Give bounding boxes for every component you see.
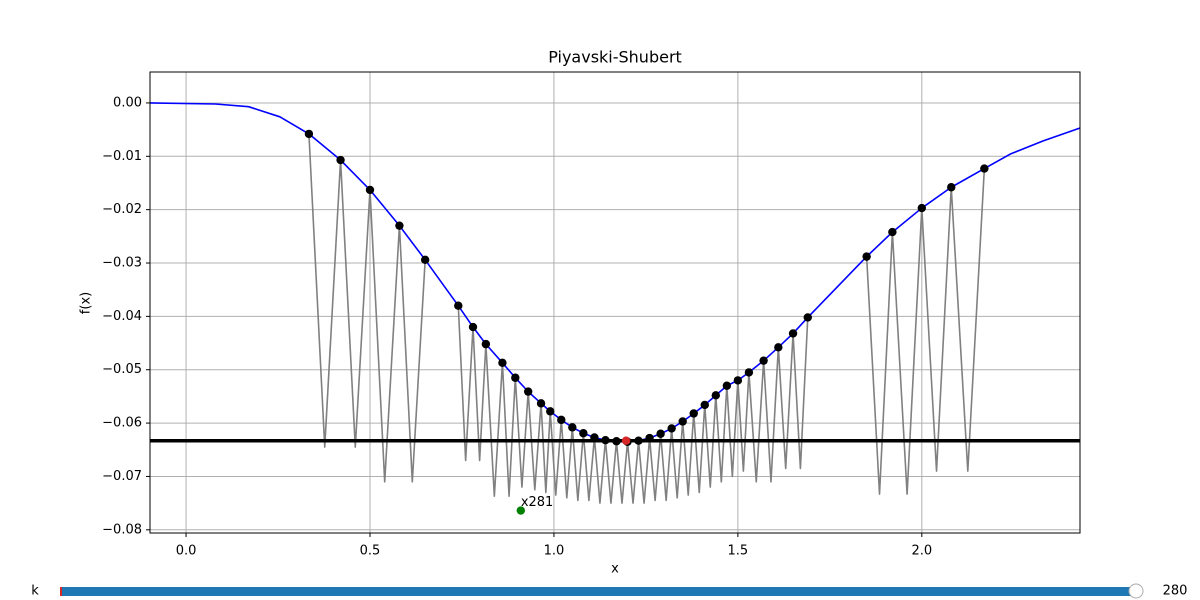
sample-point (667, 424, 676, 433)
new-point (516, 506, 526, 515)
sample-point (523, 387, 533, 396)
sample-point (733, 376, 743, 385)
sample-point (304, 129, 314, 139)
slider-start (60, 587, 62, 596)
y-axis-label: f(x) (79, 292, 94, 314)
sample-point (711, 391, 720, 400)
x-tick-label: 0.0 (176, 544, 197, 559)
x-tick-label: 1.0 (544, 544, 565, 559)
sample-point (568, 423, 577, 432)
sample-point (774, 343, 783, 352)
slider-label: k (31, 584, 39, 599)
sample-point (689, 409, 698, 418)
sample-point (511, 373, 520, 382)
y-tick-label: −0.06 (102, 416, 142, 431)
slider-handle[interactable] (1128, 583, 1144, 599)
slider-track (60, 587, 1136, 596)
sample-point (336, 155, 345, 165)
y-tick-label: −0.07 (102, 469, 142, 484)
sample-point (788, 329, 798, 338)
sample-point (498, 358, 507, 367)
sample-point (546, 407, 555, 416)
x-tick-label: 0.5 (360, 544, 381, 559)
y-tick-label: −0.05 (102, 362, 142, 377)
sample-point (678, 417, 687, 426)
sample-point (395, 221, 404, 230)
sample-point (481, 339, 491, 349)
sample-point (947, 183, 956, 192)
y-tick-label: −0.02 (102, 202, 142, 217)
plot-frame (149, 71, 1081, 534)
sample-point (420, 255, 430, 265)
sample-point (917, 203, 927, 213)
sample-point (557, 415, 566, 425)
x-axis-label: x (611, 562, 619, 577)
x-tick-label: 1.5 (728, 544, 749, 559)
lower-bound-line (308, 133, 986, 504)
y-tick-label: −0.03 (102, 256, 142, 271)
sample-point (536, 399, 546, 408)
sample-point (888, 227, 897, 237)
chart-title: Piyavski-Shubert (548, 48, 682, 67)
sample-point (803, 313, 812, 322)
sample-point (468, 322, 478, 332)
sample-point (454, 301, 463, 310)
sample-point (862, 252, 871, 261)
best-point (621, 436, 631, 445)
sample-point (759, 356, 768, 365)
y-tick-label: −0.01 (102, 149, 142, 164)
y-tick-label: 0.00 (113, 95, 142, 110)
sample-point (656, 429, 665, 438)
sample-point (744, 368, 754, 377)
sample-point (579, 429, 588, 438)
sample-point (980, 164, 989, 173)
slider-value: 280 (1163, 584, 1188, 599)
sample-point (722, 381, 732, 390)
sample-point (365, 185, 375, 195)
x-tick-label: 2.0 (911, 544, 932, 559)
point-annotation: x281 (521, 495, 554, 510)
plot-area (150, 102, 1080, 515)
sample-point (700, 400, 709, 410)
y-tick-label: −0.08 (102, 522, 142, 537)
y-tick-label: −0.04 (102, 309, 142, 324)
